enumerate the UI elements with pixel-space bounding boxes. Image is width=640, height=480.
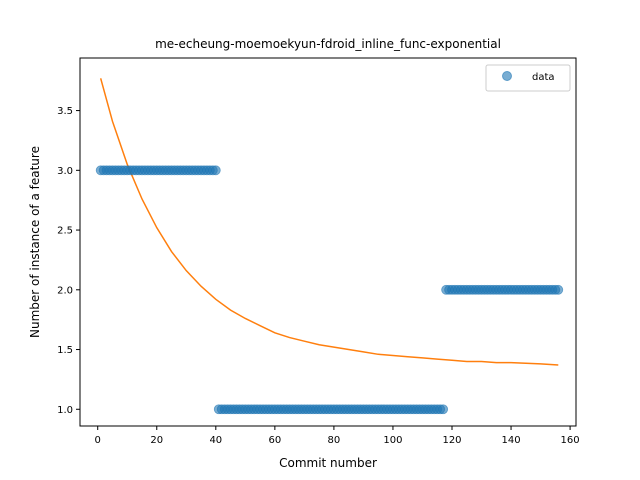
y-tick-label: 2.0 (57, 285, 73, 296)
legend-marker (502, 71, 512, 81)
x-tick-label: 60 (268, 435, 281, 446)
y-axis-ticks: 1.0 1.5 2.0 2.5 3.0 3.5 (57, 106, 80, 416)
legend-frame (485, 64, 571, 92)
data-point (210, 165, 221, 176)
chart-title: me-echeung-moemoekyun-fdroid_inline_func… (155, 37, 501, 51)
fit-line-layer (99, 78, 559, 366)
x-tick-label: 100 (383, 435, 402, 446)
legend-label: data (532, 72, 555, 83)
x-tick-label: 140 (502, 435, 521, 446)
legend: data (485, 64, 571, 92)
y-axis-label: Number of instance of a feature (28, 146, 42, 338)
y-tick-label: 2.5 (57, 226, 73, 237)
y-tick-label: 1.5 (57, 345, 73, 356)
x-tick-label: 80 (328, 435, 341, 446)
y-tick-label: 3.0 (57, 166, 73, 177)
data-point (553, 284, 564, 295)
y-tick-label: 1.0 (57, 405, 73, 416)
x-tick-label: 20 (150, 435, 163, 446)
x-axis-label: Commit number (279, 456, 377, 470)
plot-area-frame (79, 57, 577, 427)
x-tick-label: 120 (442, 435, 461, 446)
x-tick-label: 40 (209, 435, 222, 446)
data-point (438, 404, 449, 415)
x-tick-label: 0 (95, 435, 101, 446)
scatter-points-layer (95, 165, 564, 415)
exponential-fit-line (99, 78, 559, 366)
x-tick-label: 160 (561, 435, 580, 446)
x-axis-ticks: 0 20 40 60 80 100 120 140 160 (95, 426, 580, 446)
y-tick-label: 3.5 (57, 106, 73, 117)
